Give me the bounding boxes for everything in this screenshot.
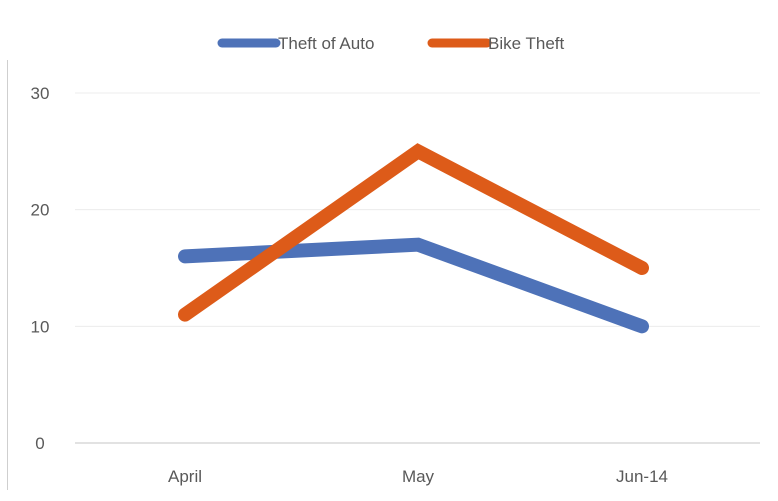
x-axis: April May Jun-14 bbox=[168, 467, 668, 486]
scan-edge bbox=[7, 60, 8, 490]
y-tick-label-30: 30 bbox=[31, 84, 50, 103]
series-line-0 bbox=[178, 237, 649, 334]
x-tick-label-0: April bbox=[168, 467, 202, 486]
legend: Theft of Auto Bike Theft bbox=[217, 34, 565, 53]
y-tick-label-10: 10 bbox=[31, 317, 50, 336]
x-tick-label-1: May bbox=[402, 467, 435, 486]
legend-label-0: Theft of Auto bbox=[278, 34, 374, 53]
series-group bbox=[178, 143, 649, 334]
y-axis: 0 10 20 30 bbox=[31, 84, 50, 453]
series-line-1 bbox=[178, 143, 649, 322]
x-tick-label-2: Jun-14 bbox=[616, 467, 668, 486]
legend-label-1: Bike Theft bbox=[488, 34, 565, 53]
y-tick-label-20: 20 bbox=[31, 201, 50, 220]
y-tick-label-0: 0 bbox=[35, 434, 44, 453]
